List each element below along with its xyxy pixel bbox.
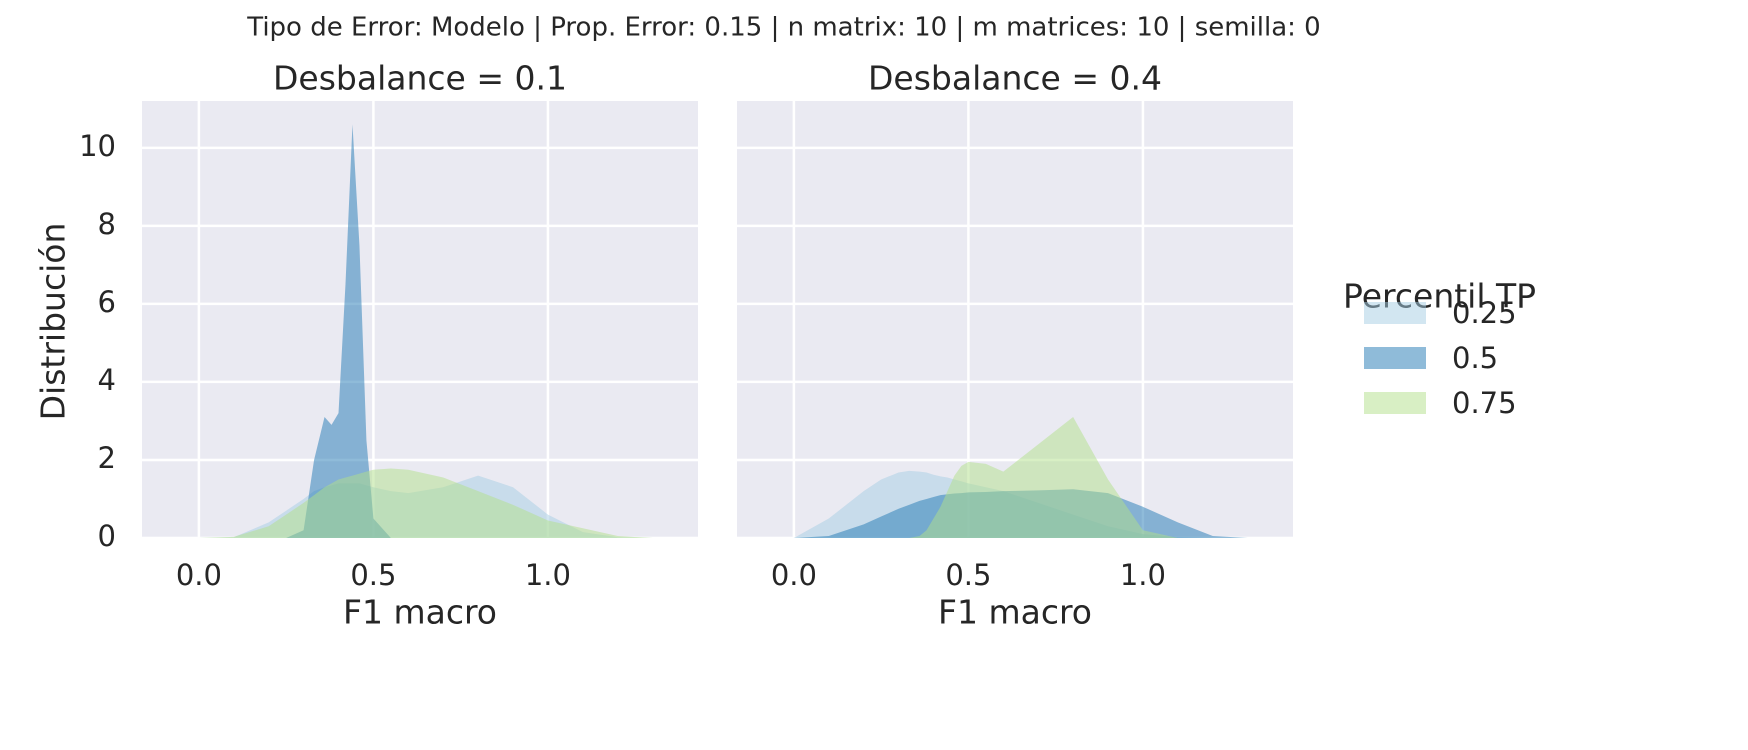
y-tick-label: 10: [79, 129, 116, 163]
x-tick-label: 0.5: [945, 558, 991, 592]
panel-title: Desbalance = 0.1: [273, 59, 567, 98]
y-tick-label: 4: [98, 363, 116, 397]
x-tick-label: 0.5: [350, 558, 396, 592]
y-tick-label: 0: [98, 519, 116, 553]
x-axis-label: F1 macro: [938, 593, 1092, 632]
legend-swatch: [1364, 392, 1426, 414]
x-axis-label: F1 macro: [343, 593, 497, 632]
x-tick-label: 1.0: [1120, 558, 1166, 592]
y-tick-label: 2: [98, 441, 116, 475]
legend-label: 0.5: [1452, 341, 1498, 375]
legend-label: 0.75: [1452, 386, 1517, 420]
legend-label: 0.25: [1452, 296, 1517, 330]
legend-swatch: [1364, 302, 1426, 324]
y-tick-label: 6: [98, 285, 116, 319]
plot-area: [142, 101, 698, 538]
density-area: [198, 468, 653, 538]
y-tick-label: 8: [98, 207, 116, 241]
figure-title: Tipo de Error: Modelo | Prop. Error: 0.1…: [246, 13, 1320, 43]
panel-title: Desbalance = 0.4: [868, 59, 1162, 98]
y-axis-label: Distribución: [34, 223, 73, 421]
x-tick-label: 0.0: [771, 558, 817, 592]
legend-swatch: [1364, 347, 1426, 369]
x-tick-label: 1.0: [525, 558, 571, 592]
x-tick-label: 0.0: [176, 558, 222, 592]
density-area: [793, 417, 1248, 538]
